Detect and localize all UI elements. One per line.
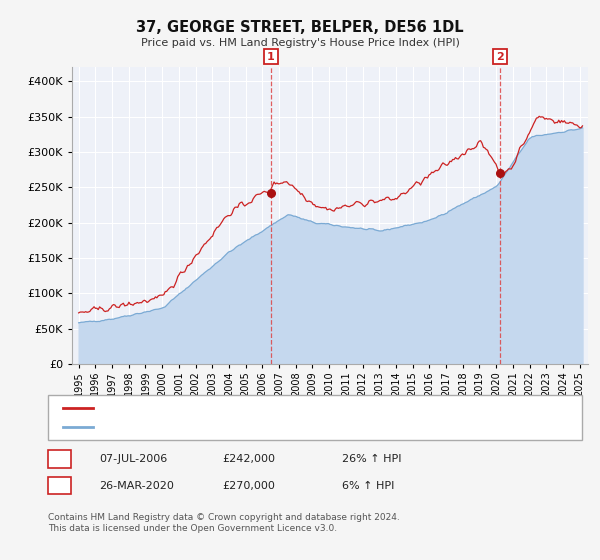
Text: 26% ↑ HPI: 26% ↑ HPI	[342, 454, 401, 464]
Text: £242,000: £242,000	[222, 454, 275, 464]
Text: HPI: Average price, detached house, Amber Valley: HPI: Average price, detached house, Ambe…	[99, 422, 361, 432]
Text: Contains HM Land Registry data © Crown copyright and database right 2024.: Contains HM Land Registry data © Crown c…	[48, 513, 400, 522]
Text: 26-MAR-2020: 26-MAR-2020	[99, 480, 174, 491]
Text: 1: 1	[267, 52, 275, 62]
Text: This data is licensed under the Open Government Licence v3.0.: This data is licensed under the Open Gov…	[48, 524, 337, 533]
Text: Price paid vs. HM Land Registry's House Price Index (HPI): Price paid vs. HM Land Registry's House …	[140, 38, 460, 48]
Text: £270,000: £270,000	[222, 480, 275, 491]
Text: 6% ↑ HPI: 6% ↑ HPI	[342, 480, 394, 491]
Text: 2: 2	[56, 480, 63, 491]
Text: 07-JUL-2006: 07-JUL-2006	[99, 454, 167, 464]
Text: 37, GEORGE STREET, BELPER, DE56 1DL (detached house): 37, GEORGE STREET, BELPER, DE56 1DL (det…	[99, 403, 405, 413]
Text: 37, GEORGE STREET, BELPER, DE56 1DL: 37, GEORGE STREET, BELPER, DE56 1DL	[136, 20, 464, 35]
Text: 1: 1	[56, 454, 63, 464]
Text: 2: 2	[496, 52, 504, 62]
